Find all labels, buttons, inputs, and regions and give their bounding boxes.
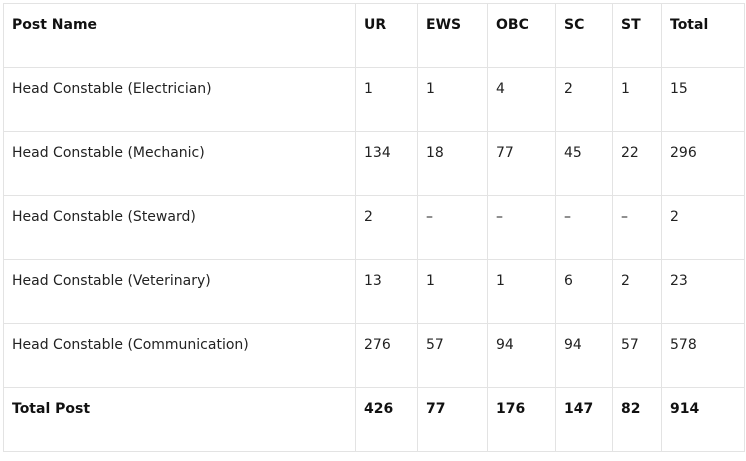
cell-ur: 1 (355, 67, 418, 132)
cell-st: – (612, 195, 662, 260)
total-ews: 77 (417, 387, 488, 452)
table-row: Head Constable (Mechanic) 134 18 77 45 2… (3, 131, 745, 196)
total-sc: 147 (555, 387, 613, 452)
cell-obc: 4 (487, 67, 556, 132)
header-st: ST (612, 3, 662, 68)
cell-st: 22 (612, 131, 662, 196)
cell-post-name: Head Constable (Communication) (3, 323, 356, 388)
cell-obc: – (487, 195, 556, 260)
total-st: 82 (612, 387, 662, 452)
cell-obc: 1 (487, 259, 556, 324)
cell-sc: 2 (555, 67, 613, 132)
total-ur: 426 (355, 387, 418, 452)
total-row: Total Post 426 77 176 147 82 914 (3, 387, 745, 452)
header-ews: EWS (417, 3, 488, 68)
header-sc: SC (555, 3, 613, 68)
cell-st: 2 (612, 259, 662, 324)
cell-ews: 18 (417, 131, 488, 196)
header-ur: UR (355, 3, 418, 68)
total-label: Total Post (3, 387, 356, 452)
cell-post-name: Head Constable (Veterinary) (3, 259, 356, 324)
vacancy-table: Post Name UR EWS OBC SC ST Total Head Co… (3, 3, 745, 452)
header-post-name: Post Name (3, 3, 356, 68)
cell-sc: – (555, 195, 613, 260)
cell-post-name: Head Constable (Mechanic) (3, 131, 356, 196)
cell-total: 15 (661, 67, 745, 132)
table-header-row: Post Name UR EWS OBC SC ST Total (3, 3, 745, 68)
header-obc: OBC (487, 3, 556, 68)
cell-post-name: Head Constable (Electrician) (3, 67, 356, 132)
table-row: Head Constable (Communication) 276 57 94… (3, 323, 745, 388)
cell-obc: 94 (487, 323, 556, 388)
cell-ur: 134 (355, 131, 418, 196)
cell-ews: 1 (417, 67, 488, 132)
header-total: Total (661, 3, 745, 68)
cell-obc: 77 (487, 131, 556, 196)
total-total: 914 (661, 387, 745, 452)
table-row: Head Constable (Veterinary) 13 1 1 6 2 2… (3, 259, 745, 324)
cell-post-name: Head Constable (Steward) (3, 195, 356, 260)
cell-sc: 6 (555, 259, 613, 324)
cell-st: 1 (612, 67, 662, 132)
total-obc: 176 (487, 387, 556, 452)
cell-ur: 2 (355, 195, 418, 260)
cell-ur: 276 (355, 323, 418, 388)
cell-st: 57 (612, 323, 662, 388)
cell-ews: 1 (417, 259, 488, 324)
cell-total: 2 (661, 195, 745, 260)
cell-ews: – (417, 195, 488, 260)
cell-total: 296 (661, 131, 745, 196)
cell-total: 578 (661, 323, 745, 388)
table-row: Head Constable (Steward) 2 – – – – 2 (3, 195, 745, 260)
table-row: Head Constable (Electrician) 1 1 4 2 1 1… (3, 67, 745, 132)
cell-total: 23 (661, 259, 745, 324)
cell-sc: 45 (555, 131, 613, 196)
cell-sc: 94 (555, 323, 613, 388)
cell-ews: 57 (417, 323, 488, 388)
cell-ur: 13 (355, 259, 418, 324)
